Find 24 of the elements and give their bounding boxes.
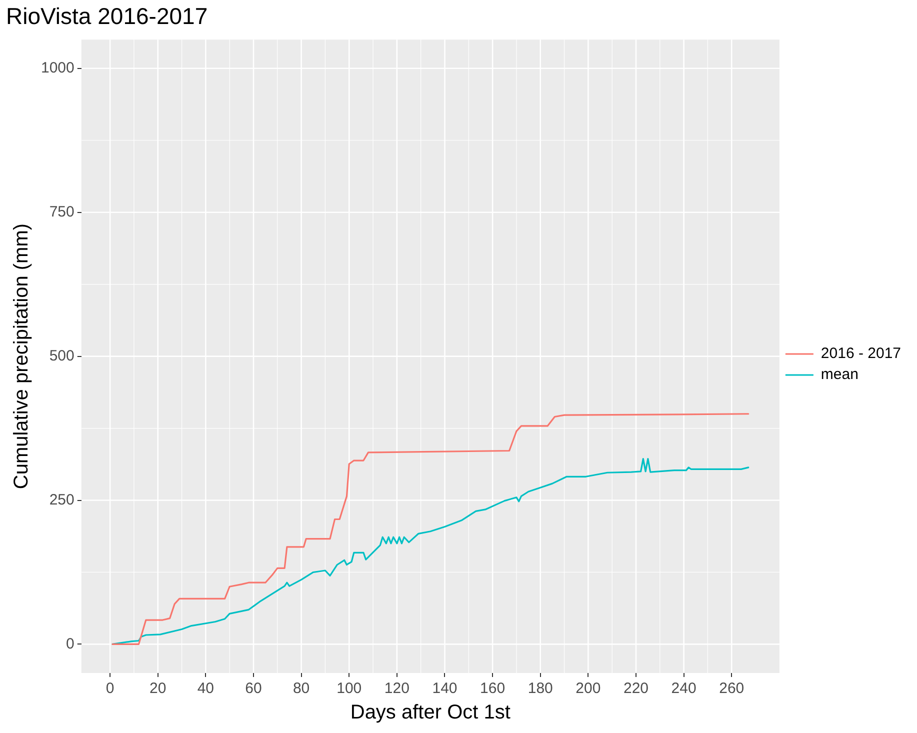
x-tick-label: 120 [384, 680, 410, 698]
x-tick-label: 140 [432, 680, 458, 698]
x-tick-label: 180 [528, 680, 553, 698]
y-tick-label: 250 [49, 491, 74, 508]
y-tick-label: 500 [49, 347, 74, 364]
x-tick-label: 200 [576, 680, 601, 698]
x-tick-label: 260 [719, 680, 744, 698]
y-tick-label: 0 [66, 635, 74, 652]
y-tick-label: 750 [49, 203, 74, 220]
x-tick-label: 220 [623, 680, 649, 698]
x-axis-title: Days after Oct 1st [350, 702, 511, 724]
x-tick-label: 80 [292, 680, 310, 698]
chart-title: RioVista 2016-2017 [6, 3, 208, 30]
x-tick-label: 60 [245, 680, 262, 698]
legend-label: mean [820, 366, 858, 384]
x-tick-label: 160 [480, 680, 506, 698]
x-tick-label: 100 [336, 680, 362, 698]
y-axis-title: Cumulative precipitation (mm) [10, 223, 33, 490]
y-tick-label: 1000 [40, 60, 74, 77]
legend-label: 2016 - 2017 [820, 345, 902, 362]
x-tick-label: 40 [197, 680, 214, 698]
x-tick-label: 20 [150, 680, 166, 698]
x-tick-label: 0 [106, 680, 114, 698]
x-tick-label: 240 [671, 680, 696, 698]
